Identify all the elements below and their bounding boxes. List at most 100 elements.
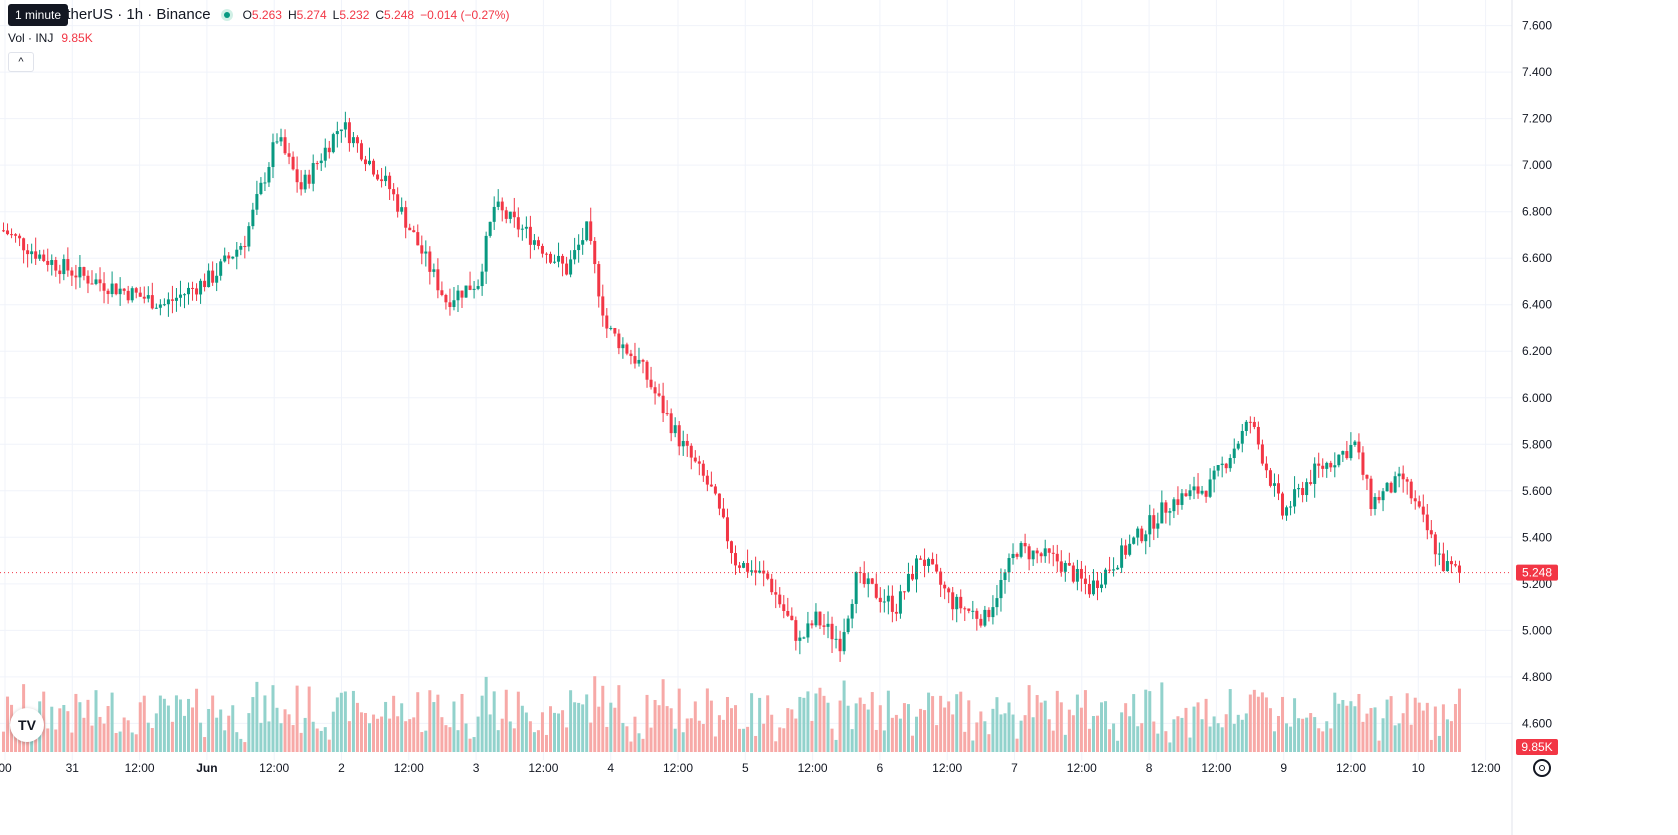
volume-bar xyxy=(1180,717,1184,752)
volume-bar xyxy=(1385,699,1389,752)
candle-body xyxy=(1083,578,1087,584)
candle-body xyxy=(1377,496,1381,501)
candle-body xyxy=(1007,558,1011,573)
volume-bar xyxy=(943,707,947,752)
volume-bar xyxy=(758,697,762,752)
time-tick-label: 12:00 xyxy=(798,761,828,775)
candle-body xyxy=(512,211,516,218)
volume-bar xyxy=(90,725,94,752)
candle-body xyxy=(516,217,520,230)
candle-body xyxy=(1043,548,1047,557)
candle-body xyxy=(597,264,601,297)
candle-body xyxy=(569,259,573,275)
volume-bar xyxy=(906,704,910,752)
candle-body xyxy=(641,359,645,362)
candle-body xyxy=(428,251,432,272)
candle-body xyxy=(1067,562,1071,566)
volume-bar xyxy=(1421,710,1425,752)
candle-body xyxy=(633,356,637,364)
volume-bar xyxy=(923,710,927,752)
candle-body xyxy=(174,297,178,301)
volume-bar xyxy=(215,717,219,752)
candle-body xyxy=(259,182,263,195)
price-tick-label: 7.000 xyxy=(1522,158,1552,172)
volume-bar xyxy=(725,696,729,752)
volume-bar xyxy=(1457,688,1461,752)
candle-body xyxy=(951,592,955,610)
candle-body xyxy=(1373,496,1377,510)
candle-body xyxy=(363,159,367,165)
candle-body xyxy=(343,122,347,130)
volume-bar xyxy=(1208,726,1212,752)
volume-bar xyxy=(1051,730,1055,752)
volume-bar xyxy=(1132,694,1136,752)
candle-body xyxy=(605,315,609,329)
candle-body xyxy=(468,285,472,290)
volume-bar xyxy=(70,732,74,752)
time-tick-label: 3 xyxy=(473,761,480,775)
volume-bar xyxy=(778,727,782,752)
time-tick-label: 7 xyxy=(1011,761,1018,775)
volume-bar xyxy=(601,685,605,752)
candle-body xyxy=(553,261,557,263)
candle-body xyxy=(689,445,693,458)
volume-bar xyxy=(1007,702,1011,752)
candle-body xyxy=(335,131,339,135)
candle-body xyxy=(548,253,552,263)
candle-body xyxy=(734,553,738,566)
candle-body xyxy=(665,413,669,415)
volume-bar xyxy=(890,717,894,752)
candle-body xyxy=(681,440,685,447)
volume-bar xyxy=(971,740,975,752)
candle-body xyxy=(1027,546,1031,560)
volume-bar xyxy=(86,699,90,752)
volume-bar xyxy=(927,692,931,752)
candle-body xyxy=(376,174,380,180)
candle-body xyxy=(388,175,392,190)
candle-body xyxy=(1160,502,1164,524)
candle-body xyxy=(967,608,971,611)
candle-body xyxy=(1152,515,1156,529)
volume-bar xyxy=(540,712,544,752)
volume-bar xyxy=(231,705,235,752)
volume-bar xyxy=(577,702,581,752)
symbol-title[interactable]: etherUS · 1h · Binance xyxy=(58,6,211,23)
candle-body xyxy=(902,591,906,593)
candle-body xyxy=(870,578,874,584)
candle-body xyxy=(1413,498,1417,502)
candle-body xyxy=(207,270,211,288)
candle-body xyxy=(488,221,492,236)
candle-body xyxy=(886,595,890,602)
volume-bar xyxy=(677,688,681,752)
volume-bar xyxy=(967,700,971,752)
candle-body xyxy=(1437,553,1441,555)
gear-icon[interactable] xyxy=(1533,759,1551,777)
candle-body xyxy=(303,174,307,190)
volume-bar xyxy=(1276,716,1280,752)
volume-bar xyxy=(979,711,983,752)
volume-bar xyxy=(1196,702,1200,752)
candle-body xyxy=(215,275,219,283)
volume-bar xyxy=(870,692,874,752)
candle-body xyxy=(496,201,500,207)
candle-body xyxy=(416,232,420,246)
volume-bar xyxy=(734,705,738,752)
candle-body xyxy=(774,592,778,595)
candle-body xyxy=(239,246,243,250)
volume-bar xyxy=(919,708,923,752)
candle-body xyxy=(1264,463,1268,471)
volume-bar xyxy=(476,716,480,752)
collapse-legend-button[interactable]: ^ xyxy=(8,52,34,72)
volume-bar xyxy=(380,716,384,752)
candle-body xyxy=(573,250,577,260)
volume-bar xyxy=(368,723,372,752)
candle-body xyxy=(1449,561,1453,565)
volume-bar xyxy=(1156,733,1160,752)
volume-bar xyxy=(219,709,223,752)
tradingview-logo[interactable]: TV xyxy=(10,708,44,742)
volume-bar xyxy=(102,723,106,752)
volume-bar xyxy=(1429,739,1433,752)
volume-bar xyxy=(774,741,778,752)
candle-body xyxy=(1051,552,1055,554)
